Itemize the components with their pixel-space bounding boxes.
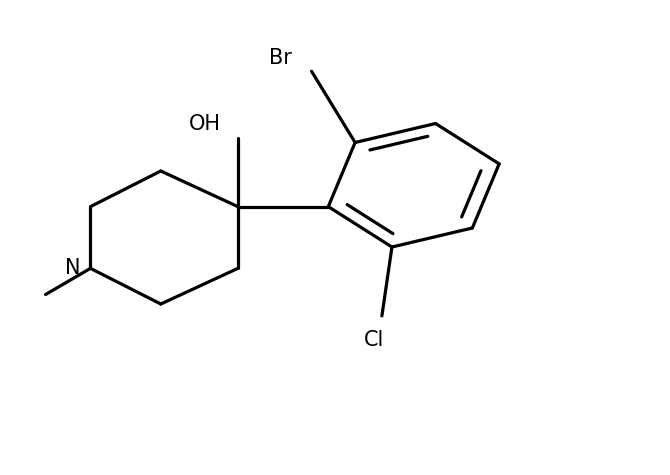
Text: OH: OH — [189, 114, 221, 133]
Text: N: N — [64, 258, 80, 278]
Text: Br: Br — [269, 48, 291, 68]
Text: Cl: Cl — [364, 330, 384, 350]
